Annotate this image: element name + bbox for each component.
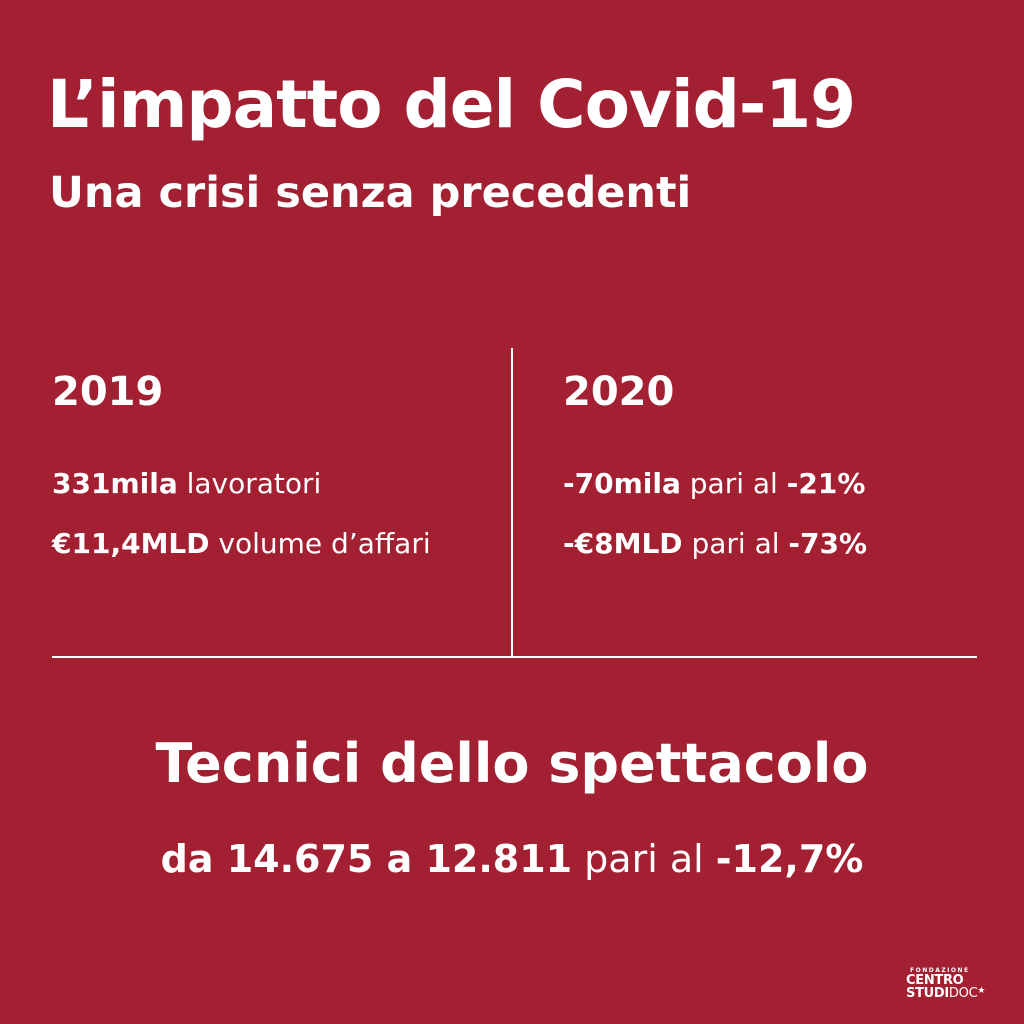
stat-workers-text: lavoratori — [177, 467, 322, 500]
year-label-2020: 2020 — [563, 369, 675, 415]
stat-workers-change-mid: pari al — [680, 467, 787, 500]
section-title-technicians: Tecnici dello spettacolo — [155, 732, 869, 795]
star-icon: ★ — [977, 986, 986, 996]
horizontal-divider — [52, 656, 977, 658]
stat-turnover-value: €11,4MLD — [52, 527, 210, 560]
stat-workers-change-pct: -21% — [786, 467, 866, 500]
stat-turnover: €11,4MLD volume d’affari — [52, 530, 431, 558]
stat-workers-change: -70mila pari al -21% — [563, 470, 865, 498]
technicians-stat: da 14.675 a 12.811 pari al -12,7% — [0, 840, 1024, 878]
logo-line2-studi: STUDI — [906, 986, 949, 1001]
stat-turnover-change: -€8MLD pari al -73% — [563, 530, 867, 558]
logo-line2: STUDIDOC★ — [906, 986, 998, 1001]
logo-line1: CENTRO — [906, 973, 964, 988]
logo-small-text: FONDAZIONE — [910, 967, 970, 974]
column-2020: 2020 -70mila pari al -21% -€8MLD pari al… — [563, 369, 867, 558]
vertical-divider — [511, 348, 513, 656]
year-label-2019: 2019 — [52, 369, 164, 415]
logo-line2-doc: DOC — [948, 986, 978, 1001]
technicians-stat-mid: pari al — [572, 837, 716, 881]
stat-workers-change-value: -70mila — [563, 467, 681, 500]
technicians-stat-range: da 14.675 a 12.811 — [160, 837, 573, 881]
stat-turnover-text: volume d’affari — [209, 527, 431, 560]
stat-workers-value: 331mila — [52, 467, 178, 500]
stat-workers: 331mila lavoratori — [52, 470, 321, 498]
technicians-stat-pct: -12,7% — [715, 837, 864, 881]
stat-turnover-change-mid: pari al — [682, 527, 789, 560]
page-title: L’impatto del Covid-19 — [47, 66, 856, 143]
stat-turnover-change-pct: -73% — [788, 527, 868, 560]
logo-centro-studi-doc: FONDAZIONE CENTRO STUDIDOC★ — [906, 967, 998, 1001]
stat-turnover-change-value: -€8MLD — [563, 527, 683, 560]
column-2019: 2019 331mila lavoratori €11,4MLD volume … — [52, 369, 431, 558]
page-subtitle: Una crisi senza precedenti — [49, 168, 692, 218]
